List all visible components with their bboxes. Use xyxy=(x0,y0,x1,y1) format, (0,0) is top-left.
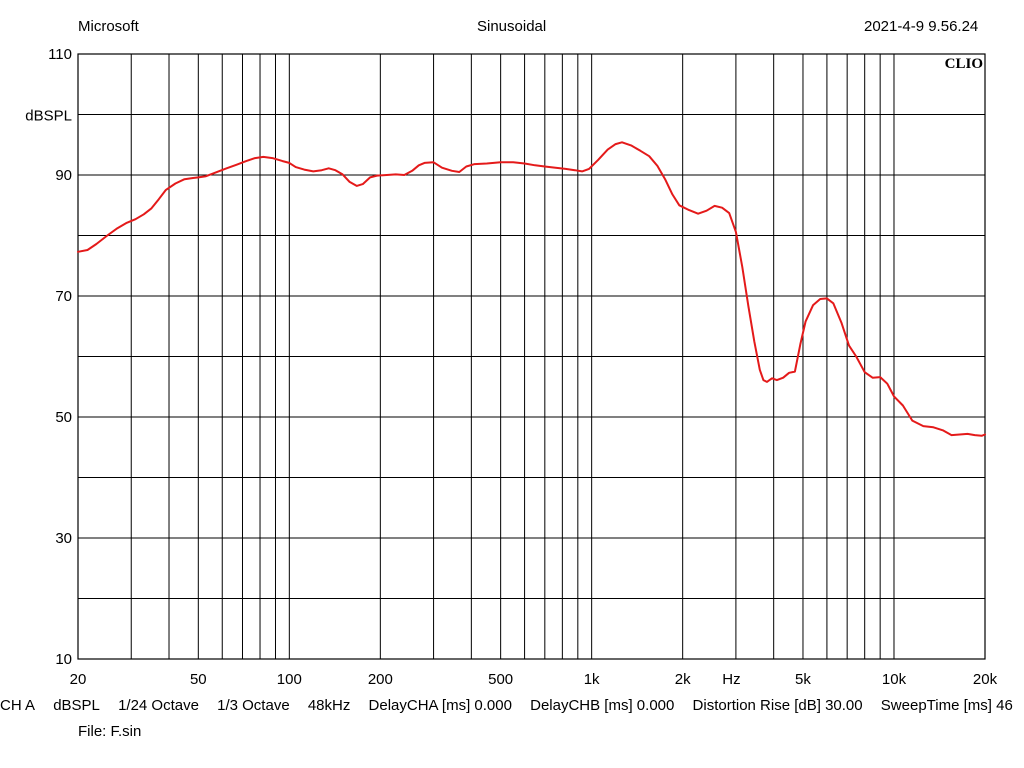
header-timestamp: 2021-4-9 9.56.24 xyxy=(864,18,979,35)
x-tick-label: 1k xyxy=(584,671,600,688)
x-tick-label: 2k xyxy=(675,671,691,688)
x-tick-label: 20 xyxy=(70,671,87,688)
y-tick-label: 90 xyxy=(55,167,72,184)
x-tick-label: 20k xyxy=(973,671,998,688)
x-tick-label: Hz xyxy=(722,671,740,688)
footer-channel: CH A xyxy=(0,697,36,714)
x-tick-label: 200 xyxy=(368,671,393,688)
footer-unit: dBSPL xyxy=(53,697,100,714)
clio-logo: CLIO xyxy=(945,56,983,72)
footer-delay-cha: DelayCHA [ms] 0.000 xyxy=(368,697,512,714)
footer-smoothing: 1/3 Octave xyxy=(217,697,290,714)
footer-distortion-rise: Distortion Rise [dB] 30.00 xyxy=(692,697,863,714)
x-tick-label: 50 xyxy=(190,671,207,688)
y-tick-label: 30 xyxy=(55,530,72,547)
header-title: Sinusoidal xyxy=(477,18,547,35)
y-tick-label: 70 xyxy=(55,288,72,305)
x-tick-label: 10k xyxy=(882,671,907,688)
y-axis-label: dBSPL xyxy=(25,108,72,125)
x-tick-label: 100 xyxy=(277,671,302,688)
footer-sweeptime: SweepTime [ms] 46 xyxy=(880,697,1013,714)
y-tick-label: 110 xyxy=(48,46,72,63)
frequency-response-chart: 110 90 70 50 30 10 dBSPL 20 50 100 200 500 1k 2k Hz 5k 1… xyxy=(25,46,998,688)
x-tick-label: 500 xyxy=(488,671,513,688)
y-tick-label: 10 xyxy=(55,651,72,668)
plot-frame xyxy=(77,53,986,660)
x-tick-label: 5k xyxy=(795,671,811,688)
footer-delay-chb: DelayCHB [ms] 0.000 xyxy=(530,697,675,714)
footer-samplerate: 48kHz xyxy=(307,697,351,714)
series-line xyxy=(77,141,986,437)
header-left-label: Microsoft xyxy=(78,18,139,35)
footer-file-name: File: F.sin xyxy=(78,723,142,740)
footer-resolution: 1/24 Octave xyxy=(118,697,199,714)
y-tick-label: 50 xyxy=(55,409,72,426)
footer-settings-line: CH A dBSPL 1/24 Octave 1/3 Octave 48kHz … xyxy=(0,697,1024,714)
